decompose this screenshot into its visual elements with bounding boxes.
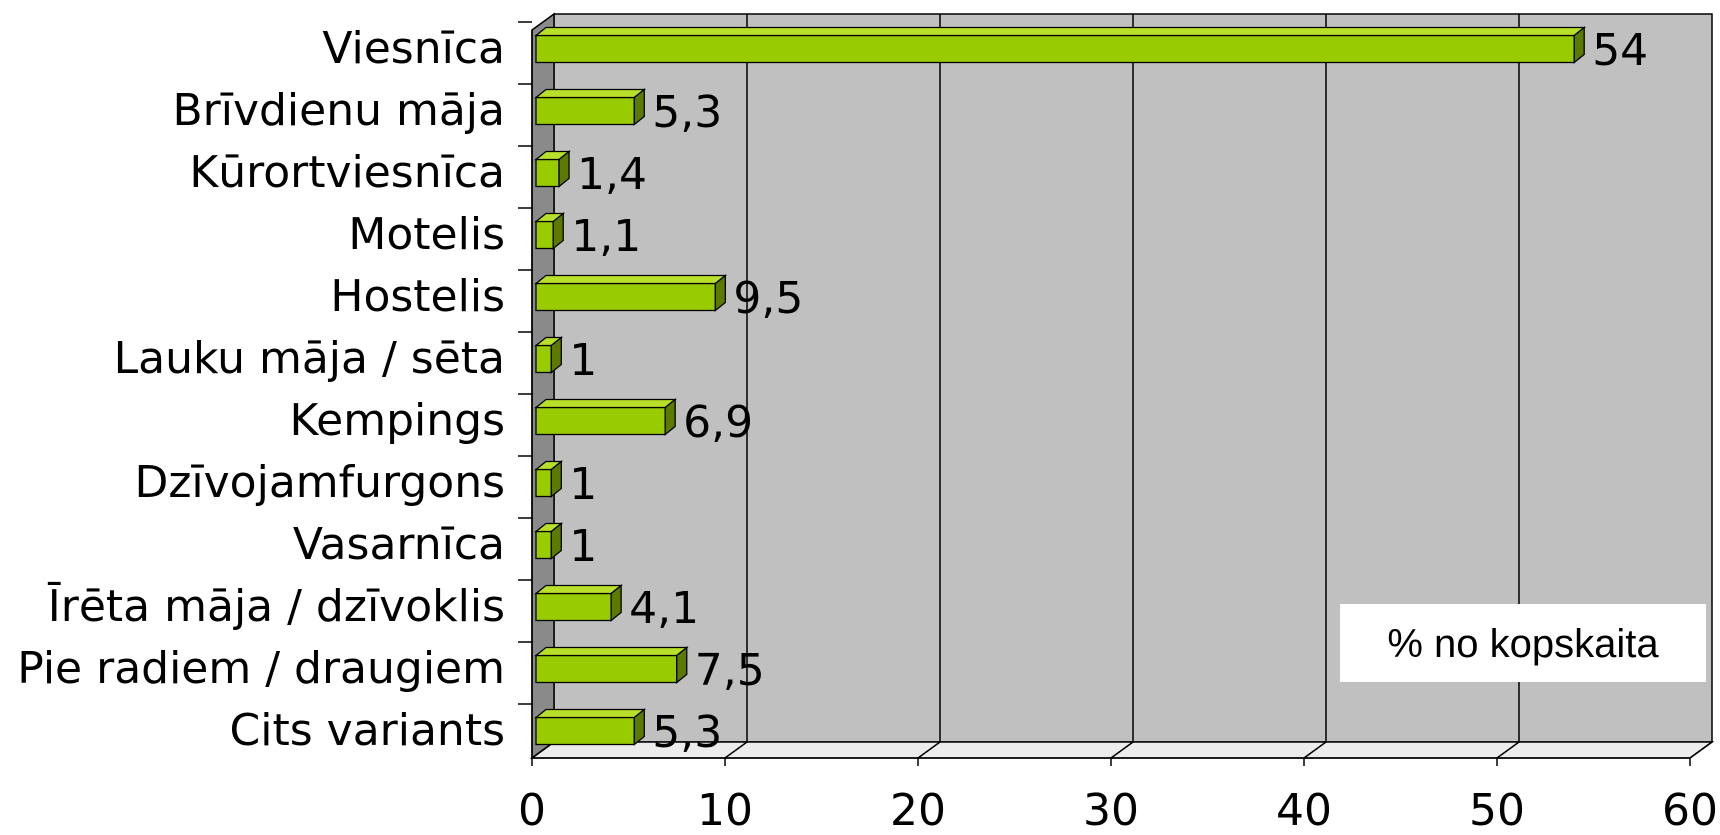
bar-top <box>534 646 689 657</box>
category-label: Kempings <box>290 395 506 446</box>
category-label: Motelis <box>348 209 505 260</box>
bar-side <box>558 150 570 188</box>
bar <box>535 468 552 498</box>
bar-side <box>550 336 562 374</box>
bar-side <box>550 460 562 498</box>
bar <box>535 716 635 746</box>
bar-side <box>552 212 564 250</box>
value-label: 1,4 <box>577 149 647 200</box>
bar <box>535 34 1575 64</box>
floor-gridline <box>917 741 941 759</box>
value-label: 5,3 <box>652 707 722 758</box>
bar-top <box>534 26 1587 37</box>
bar-side <box>664 398 676 436</box>
category-label: Īrēta māja / dzīvoklis <box>48 580 505 632</box>
bar <box>535 282 717 312</box>
floor-gridline <box>1496 741 1520 759</box>
value-label: 6,9 <box>683 397 753 448</box>
bar-side <box>633 708 645 746</box>
x-tick-label: 10 <box>697 785 753 835</box>
legend: % no kopskaita <box>1340 604 1706 682</box>
bar <box>535 158 560 188</box>
bar <box>535 592 612 622</box>
bar-side <box>550 522 562 560</box>
bar-side <box>676 646 688 684</box>
value-label: 1,1 <box>571 211 641 262</box>
bar-side <box>633 88 645 126</box>
category-label: Pie radiem / draugiem <box>17 643 505 694</box>
bar-top <box>534 398 678 409</box>
category-labels: Viesnīca Brīvdienu māja Kūrortviesnīca Mote… <box>17 23 505 756</box>
x-tick-label: 60 <box>1662 785 1718 835</box>
value-label: 1 <box>569 521 597 572</box>
category-label: Lauku māja / sēta <box>114 333 505 384</box>
bar-top <box>534 708 647 719</box>
x-tick-label: 50 <box>1469 785 1525 835</box>
value-label: 7,5 <box>695 645 765 696</box>
category-label: Dzīvojamfurgons <box>134 457 505 508</box>
bar <box>535 96 635 126</box>
category-label: Hostelis <box>330 271 505 322</box>
value-label: 1 <box>569 459 597 510</box>
floor-gridline <box>1303 741 1327 759</box>
floor-gridline <box>1110 741 1134 759</box>
bar <box>535 220 554 250</box>
bar-side <box>1573 26 1585 64</box>
value-label: 9,5 <box>733 273 803 324</box>
value-label: 1 <box>569 335 597 386</box>
bar-side <box>610 584 622 622</box>
bar-top <box>534 584 623 595</box>
x-axis: 0 10 20 30 40 50 60 <box>518 21 1718 835</box>
bar <box>535 406 666 436</box>
bar-top <box>534 88 647 99</box>
category-label: Kūrortviesnīca <box>189 147 505 198</box>
bars <box>534 26 1587 746</box>
category-label: Cits variants <box>230 705 505 756</box>
category-label: Brīvdienu māja <box>172 85 505 136</box>
x-tick-label: 20 <box>890 785 946 835</box>
bar-side <box>714 274 726 312</box>
floor-gridline <box>1689 741 1713 759</box>
bar <box>535 344 552 374</box>
bar-top <box>534 274 728 285</box>
bar <box>535 530 552 560</box>
plot-side-wall <box>531 12 555 760</box>
bar <box>535 654 678 684</box>
value-label: 54 <box>1592 25 1648 76</box>
value-label: 4,1 <box>629 583 699 634</box>
legend-text: % no kopskaita <box>1387 622 1659 666</box>
category-label: Viesnīca <box>322 23 505 74</box>
x-tick-label: 30 <box>1083 785 1139 835</box>
value-label: 5,3 <box>652 87 722 138</box>
x-tick-label: 40 <box>1276 785 1332 835</box>
legend-box <box>1340 604 1706 682</box>
category-label: Vasarnīca <box>293 519 505 570</box>
floor-gridline <box>724 741 748 759</box>
gridlines <box>531 14 1713 759</box>
x-tick-label: 0 <box>518 785 546 835</box>
